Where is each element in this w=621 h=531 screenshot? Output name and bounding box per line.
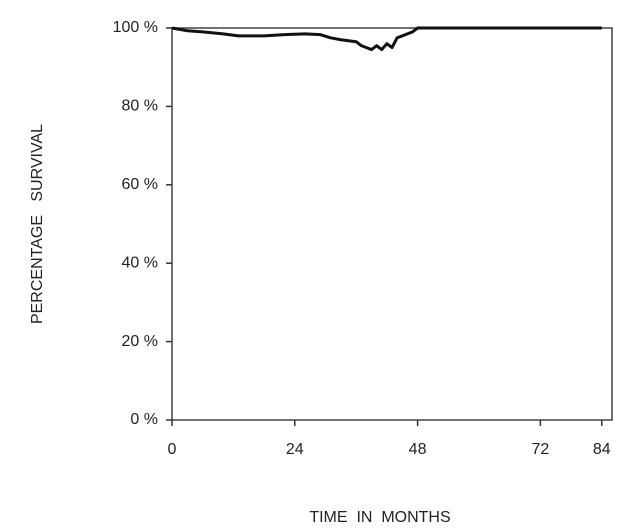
x-tick-label: 84 [593, 441, 611, 458]
x-tick-label: 48 [409, 441, 427, 458]
x-tick-label: 0 [168, 441, 177, 458]
x-tick-label: 24 [286, 441, 304, 458]
y-tick-label: 20 % [122, 333, 158, 350]
survival-line [171, 26, 602, 52]
y-tick-label: 40 % [122, 254, 158, 271]
y-axis-title: PERCENTAGE SURVIVAL [29, 124, 46, 324]
y-tick-label: 100 % [113, 19, 158, 36]
y-tick-label: 60 % [122, 176, 158, 193]
plot-frame [171, 27, 613, 421]
x-tick-label: 72 [531, 441, 549, 458]
y-tick-label: 0 % [130, 411, 158, 428]
y-tick-label: 80 % [122, 98, 158, 115]
x-axis-title: TIME IN MONTHS [309, 509, 450, 526]
